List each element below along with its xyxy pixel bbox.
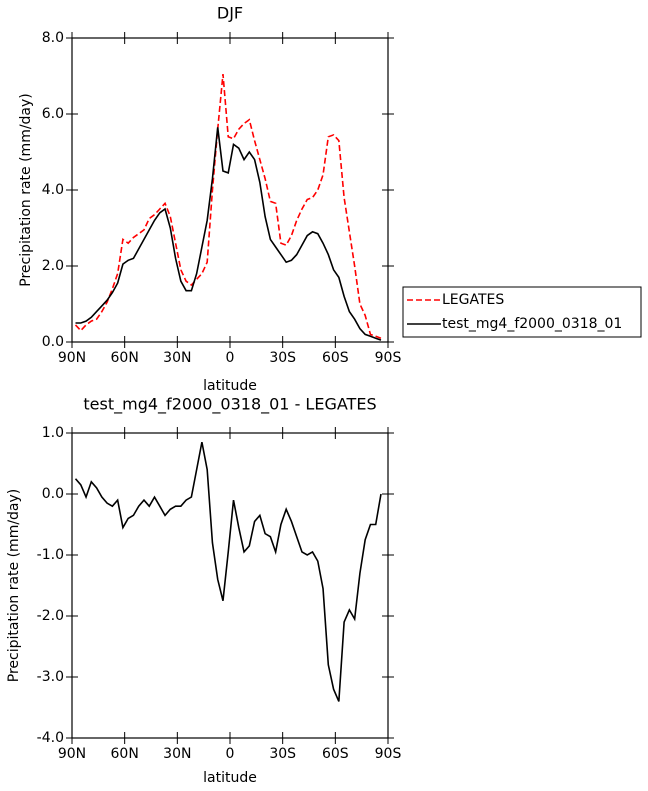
series-line — [74, 441, 382, 702]
y-tick-label: -4.0 — [37, 730, 64, 746]
y-tick-label: 6.0 — [42, 106, 64, 122]
legend-label: test_mg4_f2000_0318_01 — [442, 316, 622, 332]
x-tick-label: 90S — [375, 350, 402, 366]
y-axis-label: Precipitation rate (mm/day) — [6, 489, 22, 683]
x-tick-label: 60S — [322, 350, 349, 366]
x-tick-label: 90S — [375, 746, 402, 762]
series-line — [74, 74, 382, 339]
x-tick-label: 60S — [322, 746, 349, 762]
x-tick-label: 0 — [226, 746, 235, 762]
y-tick-label: 4.0 — [42, 182, 64, 198]
y-tick-label: -1.0 — [37, 547, 64, 563]
y-tick-label: 1.0 — [42, 425, 64, 441]
x-tick-label: 0 — [226, 350, 235, 366]
y-axis-label: Precipitation rate (mm/day) — [18, 93, 34, 287]
y-tick-label: 0.0 — [42, 334, 64, 350]
legend-box — [402, 286, 642, 338]
chart-title: DJF — [217, 4, 243, 23]
plot-frame — [71, 432, 389, 739]
y-tick-label: 8.0 — [42, 30, 64, 46]
y-tick-label: 0.0 — [42, 486, 64, 502]
plot-frame — [71, 37, 389, 343]
x-tick-label: 90N — [58, 350, 86, 366]
x-tick-label: 30N — [163, 350, 191, 366]
x-tick-label: 60N — [111, 746, 139, 762]
chart-title: test_mg4_f2000_0318_01 - LEGATES — [83, 395, 376, 415]
x-tick-label: 90N — [58, 746, 86, 762]
x-axis-label: latitude — [203, 378, 257, 394]
series-line — [75, 127, 382, 341]
x-tick-label: 30S — [269, 350, 296, 366]
x-tick-label: 30N — [163, 746, 191, 762]
x-tick-label: 30S — [269, 746, 296, 762]
x-axis-label: latitude — [203, 770, 257, 786]
x-tick-label: 60N — [111, 350, 139, 366]
y-tick-label: -2.0 — [37, 608, 64, 624]
y-tick-label: -3.0 — [37, 669, 64, 685]
y-tick-label: 2.0 — [42, 258, 64, 274]
legend-label: LEGATES — [442, 292, 504, 308]
